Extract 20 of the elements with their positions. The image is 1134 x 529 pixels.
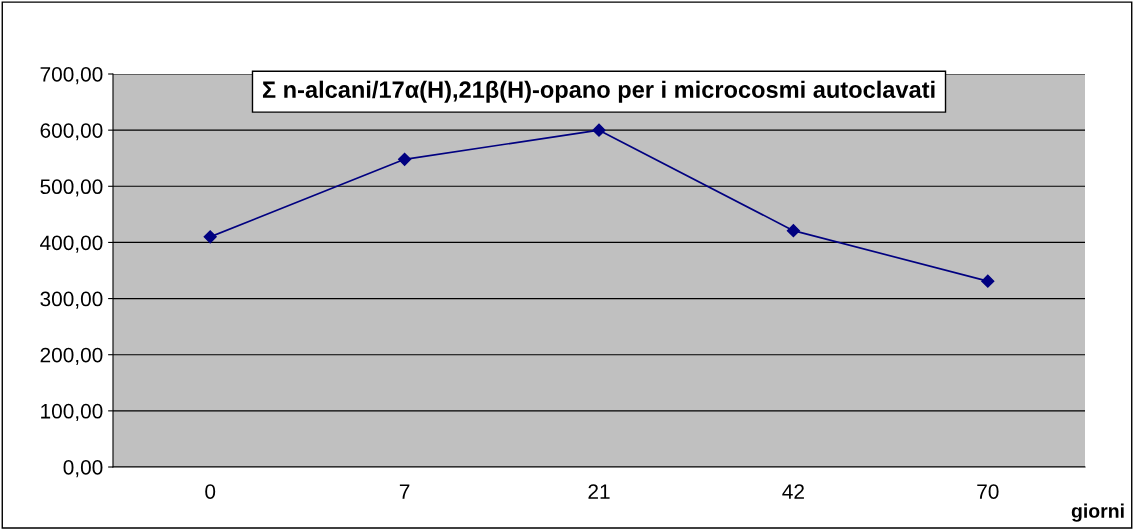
- chart-title: Σ n-alcani/17α(H),21β(H)-opano per i microcosmi autoclavati: [262, 80, 935, 103]
- x-tick-label: 21: [588, 484, 610, 499]
- x-tick-label: 7: [399, 484, 410, 499]
- point: [592, 123, 606, 137]
- x-tick-label: 70: [977, 484, 999, 499]
- y-tick-label: 300,00: [40, 291, 103, 309]
- y-tick-label: 600,00: [40, 123, 103, 141]
- x-axis-title: giorni: [1071, 503, 1124, 522]
- y-tick-label: 500,00: [40, 179, 103, 197]
- y-tick-label: 0,00: [63, 460, 103, 478]
- point: [203, 230, 217, 244]
- x-tick-label: 42: [782, 484, 804, 499]
- point: [398, 152, 412, 166]
- point: [981, 274, 995, 288]
- y-tick-label: 100,00: [41, 403, 103, 422]
- y-tick-label: 200,00: [40, 347, 103, 365]
- y-tick-label: 700,00: [40, 67, 103, 85]
- y-tick-label: 400,00: [40, 235, 103, 253]
- x-tick-label: 0: [205, 484, 216, 499]
- point: [786, 224, 800, 238]
